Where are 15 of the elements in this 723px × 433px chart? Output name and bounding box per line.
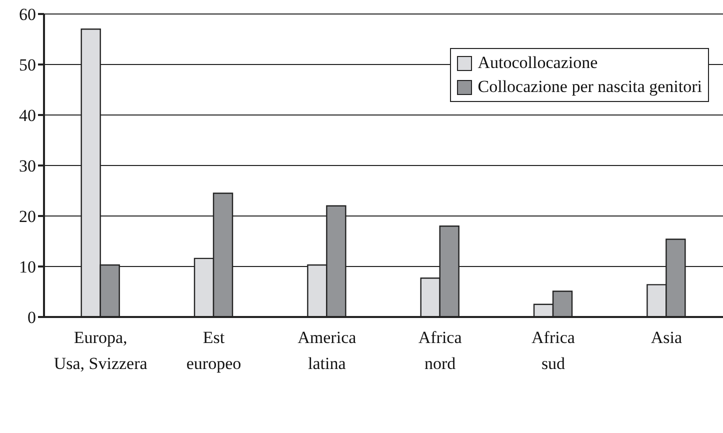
legend-label: Collocazione per nascita genitori [478, 76, 702, 98]
legend-label: Autocollocazione [478, 52, 598, 74]
x-tick-label: Europa, Usa, Svizzera [54, 328, 148, 373]
x-tick-label: Africa sud [532, 328, 576, 373]
y-tick-label: 50 [19, 56, 36, 75]
y-tick-label: 20 [19, 207, 36, 226]
x-tick-label: America latina [298, 328, 357, 373]
y-tick-label: 10 [19, 258, 36, 277]
y-tick-label: 40 [19, 106, 36, 126]
x-tick-label: Est europeo [186, 328, 242, 373]
y-tick-label: 60 [19, 5, 36, 24]
y-tick-label: 0 [28, 308, 36, 328]
x-tick-label: Asia [650, 328, 682, 347]
x-tick-label: Africa nord [418, 328, 462, 373]
y-tick-label: 30 [19, 156, 36, 176]
